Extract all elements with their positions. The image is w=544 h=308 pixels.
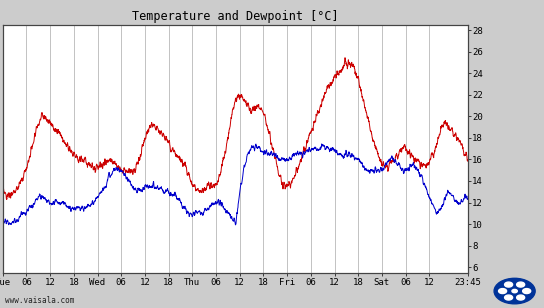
Circle shape (498, 289, 506, 294)
Circle shape (494, 278, 535, 304)
Circle shape (523, 289, 531, 294)
Circle shape (505, 282, 512, 287)
Circle shape (512, 290, 517, 293)
Text: www.vaisala.com: www.vaisala.com (5, 296, 75, 305)
Title: Temperature and Dewpoint [°C]: Temperature and Dewpoint [°C] (132, 10, 338, 23)
Circle shape (517, 282, 524, 287)
Circle shape (505, 295, 512, 300)
Circle shape (517, 295, 524, 300)
